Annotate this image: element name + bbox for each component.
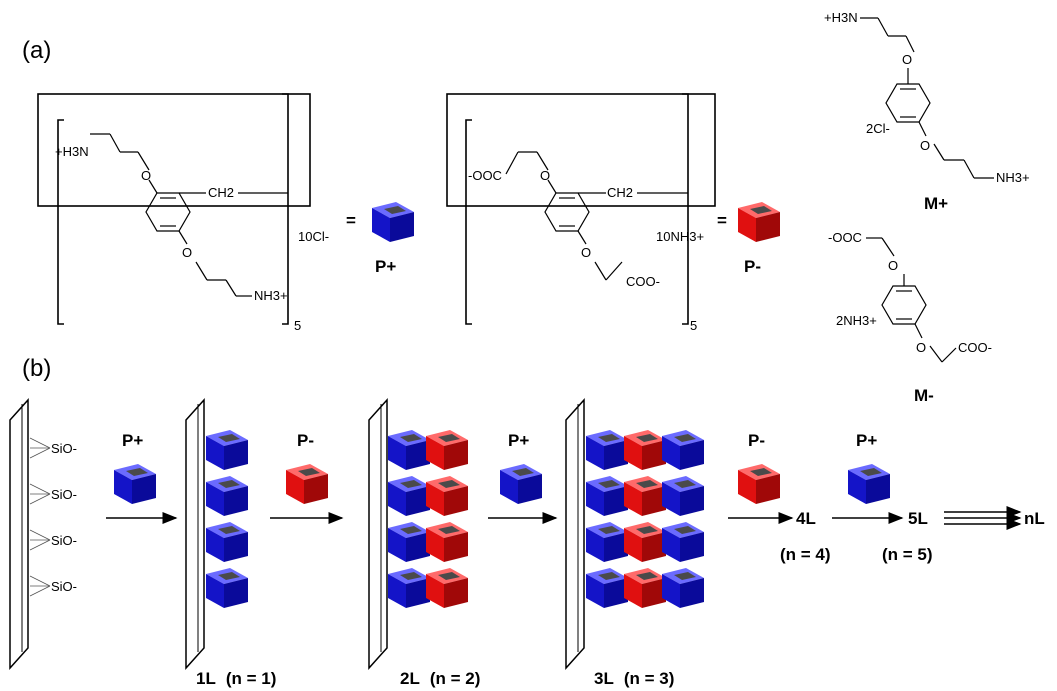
stack-2-cube-4-1-icon — [388, 568, 430, 608]
pillar-ring-outline — [446, 93, 716, 207]
p-plus-name: P+ — [375, 257, 396, 276]
amine-top: +H3N — [55, 144, 89, 159]
step-1-reagent: P+ — [122, 431, 143, 450]
left-bracket — [57, 119, 64, 325]
svg-text:O: O — [902, 52, 912, 67]
m-minus-name: M- — [914, 386, 934, 405]
m-minus-structure: -OOC O O COO- 2NH3+ — [828, 230, 992, 363]
stack-3-cube-4-3-icon — [662, 568, 704, 608]
layer-nl-label: nL — [1024, 509, 1045, 528]
m-minus-top: -OOC — [828, 230, 862, 245]
svg-text:O: O — [581, 245, 591, 260]
repeat-count: 5 — [690, 318, 697, 333]
stack-3-cube-1-1-icon — [586, 430, 628, 470]
stack-2-cube-3-2-icon — [426, 522, 468, 562]
layer-5l-n: (n = 5) — [882, 545, 933, 564]
stack-2-cube-2-2-icon — [426, 476, 468, 516]
m-plus-counterion: 2Cl- — [866, 121, 890, 136]
benzene-ring — [544, 192, 590, 232]
m-minus-counterion: 2NH3+ — [836, 313, 877, 328]
m-plus-top: +H3N — [824, 10, 858, 25]
layer-4l-n: (n = 4) — [780, 545, 831, 564]
step-3-cube-icon — [500, 464, 542, 504]
svg-text:O: O — [540, 168, 550, 183]
stack-3-cube-3-3-icon — [662, 522, 704, 562]
stack-1-cube-3-1-icon — [206, 522, 248, 562]
stack-3-cube-1-3-icon — [662, 430, 704, 470]
step-2-reagent: P- — [297, 431, 314, 450]
sio-group-1: SiO- — [51, 441, 77, 456]
sio-group-3: SiO- — [51, 533, 77, 548]
p-plus-cube-icon — [372, 202, 414, 242]
p-minus-name: P- — [744, 257, 761, 276]
layer-2l-label: 2L (n = 2) — [400, 669, 480, 688]
stack-2-cube-3-1-icon — [388, 522, 430, 562]
m-minus-bottom: COO- — [958, 340, 992, 355]
step-3-reagent: P+ — [508, 431, 529, 450]
stack-3-cube-3-1-icon — [586, 522, 628, 562]
substrate-2l — [368, 398, 388, 670]
svg-text:O: O — [888, 258, 898, 273]
layer-4l-label: 4L — [796, 509, 816, 528]
stack-1-cube-4-1-icon — [206, 568, 248, 608]
m-plus-bottom: NH3+ — [996, 170, 1030, 185]
carboxylate-top: -OOC — [468, 168, 502, 183]
stack-2-cube-2-1-icon — [388, 476, 430, 516]
substrate-1l — [185, 398, 205, 670]
equals-sign: = — [346, 211, 356, 230]
benzene-ring — [145, 192, 191, 232]
stack-2-cube-4-2-icon — [426, 568, 468, 608]
counterion-label: 10NH3+ — [656, 229, 704, 244]
multi-step-arrows — [944, 506, 1022, 530]
layer-3l-label: 3L (n = 3) — [594, 669, 674, 688]
stack-3-cube-2-3-icon — [662, 476, 704, 516]
layer-5l-label: 5L — [908, 509, 928, 528]
m-plus-structure: +H3N O O NH3+ 2Cl- — [824, 10, 1030, 185]
layer-1l-label: 1L (n = 1) — [196, 669, 276, 688]
panel-b-label: (b) — [22, 355, 51, 382]
step-4-reagent: P- — [748, 431, 765, 450]
p-plus-structure: O +H3N CH2 O NH3+ 10Cl- 5 — [37, 93, 329, 333]
step-2-cube-icon — [286, 464, 328, 504]
equals-sign: = — [717, 211, 727, 230]
sio-group-4: SiO- — [51, 579, 77, 594]
svg-text:O: O — [920, 138, 930, 153]
sio-group-2: SiO- — [51, 487, 77, 502]
stack-1-cube-1-1-icon — [206, 430, 248, 470]
right-bracket — [682, 93, 689, 325]
amine-bottom: NH3+ — [254, 288, 288, 303]
stack-3-cube-2-1-icon — [586, 476, 628, 516]
svg-text:O: O — [182, 245, 192, 260]
stack-3-cube-4-2-icon — [624, 568, 666, 608]
panel-a-label: (a) — [22, 37, 51, 64]
stack-3-cube-4-1-icon — [586, 568, 628, 608]
ch2-label: CH2 — [607, 185, 633, 200]
substrate-3l — [565, 398, 585, 670]
stack-3-cube-2-2-icon — [624, 476, 666, 516]
counterion-label: 10Cl- — [298, 229, 329, 244]
ch2-label: CH2 — [208, 185, 234, 200]
p-minus-cube-icon — [738, 202, 780, 242]
step-5-reagent: P+ — [856, 431, 877, 450]
carboxylate-bottom: COO- — [626, 274, 660, 289]
layer-stacks — [206, 430, 704, 608]
stack-3-cube-1-2-icon — [624, 430, 666, 470]
step-1-cube-icon — [114, 464, 156, 504]
step-5-cube-icon — [848, 464, 890, 504]
p-minus-structure: O -OOC CH2 O COO- 10NH3+ 5 — [446, 93, 716, 333]
step-4-cube-icon — [738, 464, 780, 504]
stack-3-cube-3-2-icon — [624, 522, 666, 562]
m-plus-name: M+ — [924, 194, 948, 213]
stack-2-cube-1-1-icon — [388, 430, 430, 470]
svg-text:O: O — [916, 340, 926, 355]
right-bracket — [282, 93, 289, 325]
left-bracket — [465, 119, 472, 325]
svg-text:O: O — [141, 168, 151, 183]
stack-1-cube-2-1-icon — [206, 476, 248, 516]
pillar-ring-outline — [37, 93, 311, 207]
repeat-count: 5 — [294, 318, 301, 333]
bare-substrate: SiO- SiO- SiO- SiO- — [9, 398, 77, 670]
stack-2-cube-1-2-icon — [426, 430, 468, 470]
